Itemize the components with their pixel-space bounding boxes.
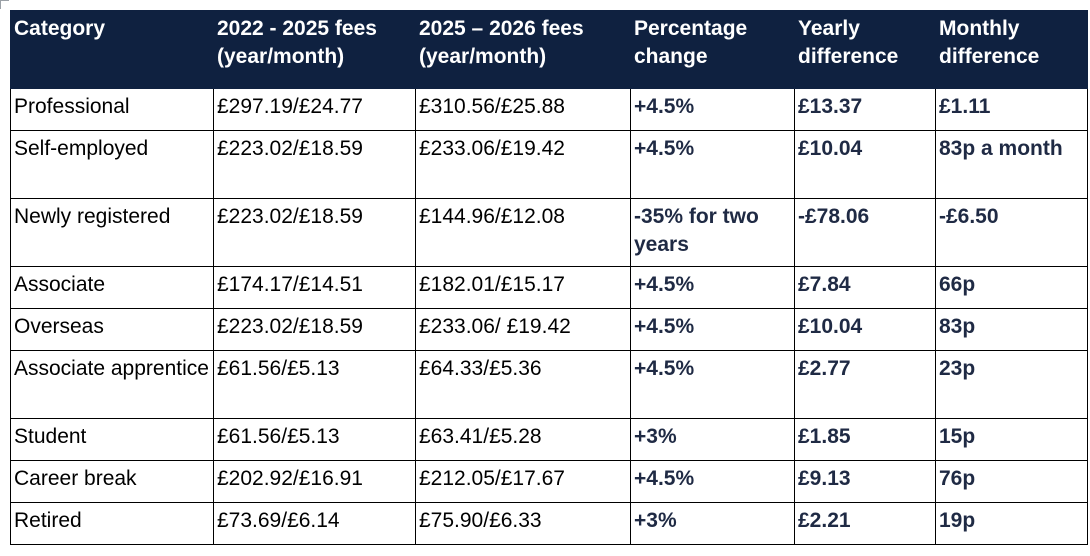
table-row: Associate apprentice £61.56/£5.13 £64.33… [10,350,1088,419]
cell-new-fee: £310.56/£25.88 [415,88,631,131]
cell-monthly: 83p a month [935,130,1088,199]
cell-yearly: £10.04 [794,308,936,351]
fees-table: Category 2022 - 2025 fees (year/month) 2… [10,10,1088,545]
cell-yearly: £1.85 [794,418,936,461]
cell-yearly: -£78.06 [794,198,936,267]
header-yearly-difference: Yearly difference [794,10,936,89]
cell-old-fee: £223.02/£18.59 [213,130,416,199]
cell-category: Newly registered [10,198,214,267]
table-row: Associate £174.17/£14.51 £182.01/£15.17 … [10,266,1088,309]
cell-yearly: £13.37 [794,88,936,131]
cell-new-fee: £64.33/£5.36 [415,350,631,419]
cell-old-fee: £223.02/£18.59 [213,198,416,267]
cell-category: Professional [10,88,214,131]
cell-old-fee: £73.69/£6.14 [213,502,416,545]
cell-old-fee: £174.17/£14.51 [213,266,416,309]
cell-percentage: +4.5% [630,88,795,131]
cell-category: Overseas [10,308,214,351]
table-row: Self-employed £223.02/£18.59 £233.06/£19… [10,130,1088,199]
cell-yearly: £9.13 [794,460,936,503]
cell-category: Associate [10,266,214,309]
header-row: Category 2022 - 2025 fees (year/month) 2… [10,10,1088,89]
cell-percentage: +4.5% [630,266,795,309]
cell-yearly: £10.04 [794,130,936,199]
cell-yearly: £2.77 [794,350,936,419]
cell-monthly: -£6.50 [935,198,1088,267]
cell-percentage: +4.5% [630,350,795,419]
header-fees-2022-2025: 2022 - 2025 fees (year/month) [213,10,416,89]
cell-old-fee: £61.56/£5.13 [213,418,416,461]
cell-monthly: 23p [935,350,1088,419]
cell-new-fee: £182.01/£15.17 [415,266,631,309]
cell-old-fee: £202.92/£16.91 [213,460,416,503]
cell-percentage: +3% [630,418,795,461]
cell-percentage: +4.5% [630,308,795,351]
cell-monthly: 15p [935,418,1088,461]
cell-yearly: £7.84 [794,266,936,309]
cell-percentage: +3% [630,502,795,545]
table-row: Retired £73.69/£6.14 £75.90/£6.33 +3% £2… [10,502,1088,545]
cell-category: Associate apprentice [10,350,214,419]
cell-monthly: 83p [935,308,1088,351]
cell-monthly: 66p [935,266,1088,309]
cell-yearly: £2.21 [794,502,936,545]
cell-category: Self-employed [10,130,214,199]
cell-monthly: 76p [935,460,1088,503]
cell-new-fee: £144.96/£12.08 [415,198,631,267]
cell-new-fee: £63.41/£5.28 [415,418,631,461]
cell-old-fee: £61.56/£5.13 [213,350,416,419]
cell-monthly: 19p [935,502,1088,545]
cell-category: Career break [10,460,214,503]
cell-monthly: £1.11 [935,88,1088,131]
fees-table-container: Category 2022 - 2025 fees (year/month) 2… [10,10,1088,545]
cell-percentage: +4.5% [630,460,795,503]
cell-new-fee: £75.90/£6.33 [415,502,631,545]
table-row: Student £61.56/£5.13 £63.41/£5.28 +3% £1… [10,418,1088,461]
header-percentage-change: Percentage change [630,10,795,89]
header-fees-2025-2026: 2025 – 2026 fees (year/month) [415,10,631,89]
table-move-handle[interactable] [0,0,9,9]
cell-new-fee: £233.06/£19.42 [415,130,631,199]
cell-category: Retired [10,502,214,545]
cell-new-fee: £212.05/£17.67 [415,460,631,503]
cell-category: Student [10,418,214,461]
cell-new-fee: £233.06/ £19.42 [415,308,631,351]
cell-old-fee: £297.19/£24.77 [213,88,416,131]
header-monthly-difference: Monthly difference [935,10,1088,89]
table-row: Professional £297.19/£24.77 £310.56/£25.… [10,88,1088,131]
table-row: Newly registered £223.02/£18.59 £144.96/… [10,198,1088,267]
cell-percentage: -35% for two years [630,198,795,267]
header-category: Category [10,10,214,89]
cell-percentage: +4.5% [630,130,795,199]
cell-old-fee: £223.02/£18.59 [213,308,416,351]
table-row: Overseas £223.02/£18.59 £233.06/ £19.42 … [10,308,1088,351]
table-row: Career break £202.92/£16.91 £212.05/£17.… [10,460,1088,503]
